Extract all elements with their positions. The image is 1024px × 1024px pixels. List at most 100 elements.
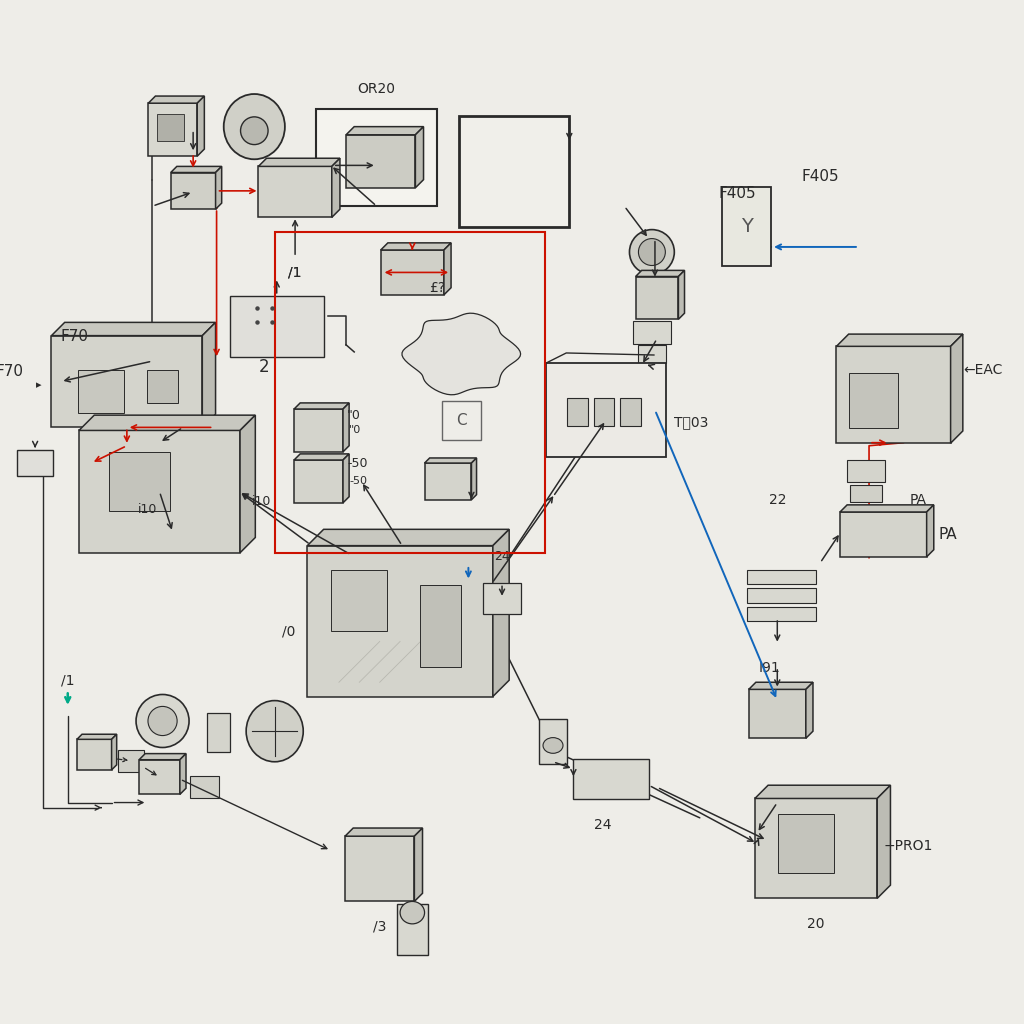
Bar [109, 452, 170, 511]
Polygon shape [343, 402, 349, 452]
Bar [849, 374, 898, 428]
Polygon shape [415, 828, 423, 901]
Polygon shape [381, 243, 451, 250]
Polygon shape [77, 739, 112, 770]
Polygon shape [79, 430, 240, 553]
Polygon shape [240, 415, 255, 553]
Polygon shape [258, 167, 332, 217]
Text: F70: F70 [60, 329, 89, 344]
Polygon shape [679, 270, 684, 319]
Polygon shape [258, 159, 340, 167]
Bar [539, 719, 567, 764]
Polygon shape [755, 799, 878, 898]
Bar [397, 904, 428, 955]
Polygon shape [203, 323, 216, 427]
Ellipse shape [241, 117, 268, 144]
Polygon shape [416, 127, 424, 187]
Ellipse shape [400, 901, 425, 924]
Bar [638, 345, 667, 364]
Text: F405: F405 [718, 186, 756, 202]
Text: 24: 24 [594, 818, 611, 831]
Polygon shape [171, 172, 216, 209]
Polygon shape [837, 334, 963, 346]
Text: /3: /3 [373, 920, 386, 934]
Text: /1: /1 [61, 673, 75, 687]
Text: ▸: ▸ [37, 381, 42, 390]
Polygon shape [927, 505, 934, 557]
Text: i10: i10 [252, 496, 271, 508]
Bar [594, 397, 614, 426]
Polygon shape [840, 512, 927, 557]
Polygon shape [343, 454, 349, 503]
Bar [459, 117, 569, 226]
Polygon shape [332, 159, 340, 217]
Polygon shape [148, 103, 198, 157]
Polygon shape [171, 167, 221, 172]
Text: /0: /0 [282, 625, 295, 638]
Polygon shape [307, 529, 509, 546]
Text: -50: -50 [349, 476, 368, 486]
Bar [79, 371, 124, 413]
Polygon shape [294, 454, 349, 460]
Bar [332, 570, 387, 631]
Polygon shape [950, 334, 963, 443]
Bar [546, 364, 667, 457]
Polygon shape [307, 546, 493, 696]
Bar [229, 296, 324, 357]
Polygon shape [112, 734, 117, 770]
Bar [190, 776, 218, 799]
Polygon shape [77, 734, 117, 739]
Polygon shape [346, 135, 416, 187]
Polygon shape [806, 682, 813, 738]
Bar [16, 450, 53, 476]
Ellipse shape [638, 239, 666, 265]
Text: /1: /1 [289, 265, 302, 280]
Polygon shape [139, 760, 180, 795]
Polygon shape [444, 243, 451, 295]
Polygon shape [402, 313, 520, 395]
Ellipse shape [543, 737, 563, 754]
Bar [158, 115, 184, 141]
Text: -50: -50 [347, 457, 368, 470]
Text: ←EAC: ←EAC [963, 364, 1002, 377]
Bar [572, 759, 649, 800]
Bar [633, 322, 672, 344]
Polygon shape [493, 529, 509, 696]
Polygon shape [346, 127, 424, 135]
Ellipse shape [223, 94, 285, 160]
Polygon shape [840, 505, 934, 512]
Polygon shape [749, 682, 813, 689]
Text: £?: £? [429, 281, 444, 295]
Text: "0: "0 [349, 425, 361, 435]
Polygon shape [51, 336, 203, 427]
Polygon shape [51, 323, 216, 336]
Polygon shape [878, 785, 891, 898]
Bar [316, 109, 437, 206]
Polygon shape [425, 458, 476, 463]
Text: 2: 2 [259, 358, 269, 376]
Ellipse shape [630, 229, 675, 274]
Bar [208, 713, 229, 752]
Text: i10: i10 [137, 504, 157, 516]
Text: C: C [456, 413, 467, 428]
Bar [847, 460, 886, 482]
Ellipse shape [246, 700, 303, 762]
Polygon shape [79, 415, 255, 430]
Bar [778, 814, 834, 872]
Polygon shape [345, 837, 415, 901]
Polygon shape [381, 250, 444, 295]
Bar [118, 750, 144, 772]
Text: I91: I91 [758, 662, 780, 675]
Bar [567, 397, 588, 426]
Polygon shape [180, 754, 186, 795]
Polygon shape [471, 458, 476, 500]
Polygon shape [139, 754, 186, 760]
Bar [722, 186, 771, 266]
Text: PA: PA [939, 527, 957, 542]
Polygon shape [425, 463, 471, 500]
Bar [482, 584, 521, 614]
Polygon shape [216, 167, 221, 209]
Bar [746, 589, 816, 603]
Bar [621, 397, 641, 426]
Text: 22: 22 [769, 493, 786, 507]
